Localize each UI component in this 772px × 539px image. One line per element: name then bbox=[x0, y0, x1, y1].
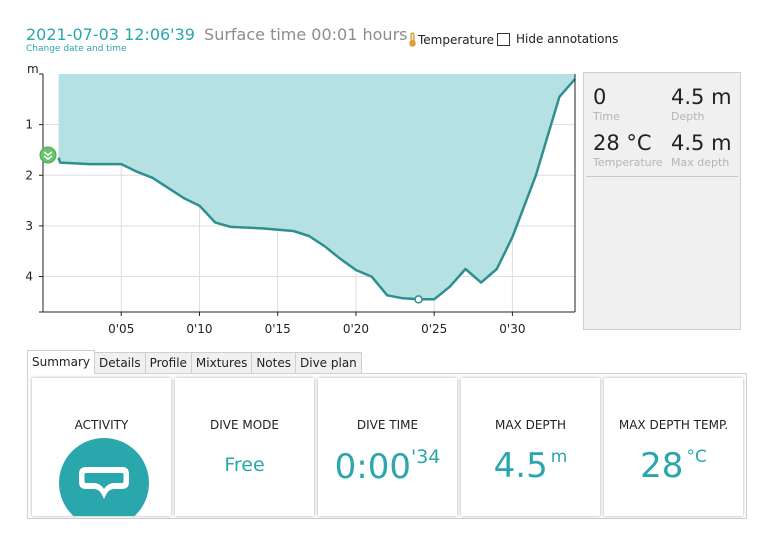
x-tick-label: 0'25 bbox=[421, 322, 447, 336]
tab-notes[interactable]: Notes bbox=[251, 352, 296, 374]
thermometer-icon bbox=[408, 32, 417, 47]
y-tick-label: 2 bbox=[25, 168, 33, 182]
max-depth-card: MAX DEPTH 4.5 m bbox=[461, 378, 600, 516]
hide-annotations-checkbox[interactable] bbox=[497, 32, 510, 46]
start-annotation-icon[interactable] bbox=[39, 146, 57, 164]
max-depth-readout: 4.5 m Max depth bbox=[671, 131, 732, 169]
max-depth-value: 4.5 m bbox=[671, 131, 732, 155]
y-tick-label: 1 bbox=[25, 118, 33, 132]
temperature-readout: 28 °C Temperature bbox=[593, 131, 663, 169]
tab-details[interactable]: Details bbox=[94, 352, 146, 374]
dive-mode-card: DIVE MODE Free bbox=[175, 378, 314, 516]
x-tick-label: 0'05 bbox=[108, 322, 134, 336]
x-tick-label: 0'10 bbox=[186, 322, 212, 336]
dive-info-panel: 0 Time 4.5 m Depth 28 °C Temperature 4.5… bbox=[583, 72, 741, 330]
summary-panel: ACTIVITY DIVE MODE Free DIVE TIME 0:00'3… bbox=[27, 373, 747, 519]
activity-title: ACTIVITY bbox=[74, 418, 129, 432]
dive-time-card: DIVE TIME 0:00'34 bbox=[318, 378, 457, 516]
dive-mode-value: Free bbox=[224, 454, 265, 476]
max-depth-summary-value: 4.5 bbox=[493, 446, 548, 486]
dive-time-main: 0:00 bbox=[334, 447, 411, 487]
depth-area-fill bbox=[58, 74, 576, 300]
chart-axes bbox=[42, 74, 576, 313]
max-depth-temp-value: 28 bbox=[640, 446, 684, 486]
depth-value: 4.5 m bbox=[671, 85, 732, 109]
dive-time-title: DIVE TIME bbox=[356, 418, 419, 432]
diving-mask-icon bbox=[79, 467, 129, 499]
dive-time-value: 0:00'34 bbox=[318, 446, 457, 487]
y-tick-label: 3 bbox=[25, 219, 33, 233]
dive-datetime: 2021-07-03 12:06'39 Surface time 00:01 h… bbox=[26, 25, 407, 44]
max-depth-temp-summary: 28 °C bbox=[604, 446, 743, 486]
tab-mixtures[interactable]: Mixtures bbox=[190, 352, 253, 374]
depth-line bbox=[57, 78, 576, 301]
current-position-marker bbox=[414, 295, 423, 304]
chart-ticks: m 1 2 3 4 0'05 0'10 0'15 0'20 0'25 0'30 bbox=[25, 62, 525, 336]
info-divider bbox=[586, 176, 738, 177]
x-tick-label: 0'30 bbox=[499, 322, 525, 336]
depth-readout: 4.5 m Depth bbox=[671, 85, 732, 123]
temperature-label: Temperature bbox=[593, 156, 663, 169]
tab-summary[interactable]: Summary bbox=[27, 350, 95, 374]
tab-bar: Summary Details Profile Mixtures Notes D… bbox=[27, 350, 362, 374]
x-tick-label: 0'15 bbox=[265, 322, 291, 336]
dive-time-seconds: '34 bbox=[410, 446, 441, 468]
change-date-link[interactable]: Change date and time bbox=[26, 44, 127, 54]
temperature-label: Temperature bbox=[418, 32, 495, 47]
max-depth-temp-card: MAX DEPTH TEMP. 28 °C bbox=[604, 378, 743, 516]
y-axis-unit-label: m bbox=[27, 62, 39, 76]
temperature-toggle[interactable]: Temperature bbox=[408, 32, 494, 47]
dive-mode-title: DIVE MODE bbox=[209, 418, 279, 432]
max-depth-temp-unit: °C bbox=[686, 447, 707, 467]
tab-dive-plan[interactable]: Dive plan bbox=[295, 352, 362, 374]
depth-profile-chart[interactable]: m 1 2 3 4 0'05 0'10 0'15 0'20 0'25 0'30 bbox=[0, 58, 580, 343]
hide-annotations-label: Hide annotations bbox=[516, 32, 619, 46]
max-depth-summary: 4.5 m bbox=[461, 446, 600, 486]
hide-annotations-toggle[interactable]: Hide annotations bbox=[497, 32, 618, 46]
max-depth-title: MAX DEPTH bbox=[494, 418, 566, 432]
max-depth-summary-unit: m bbox=[550, 447, 568, 467]
tab-profile[interactable]: Profile bbox=[144, 352, 192, 374]
dive-date-time: 2021-07-03 12:06'39 bbox=[26, 25, 195, 44]
time-value: 0 bbox=[593, 85, 607, 109]
temperature-value: 28 °C bbox=[593, 131, 652, 155]
time-label: Time bbox=[593, 110, 620, 123]
surface-time: Surface time 00:01 hours bbox=[204, 25, 408, 44]
x-tick-label: 0'20 bbox=[343, 322, 369, 336]
max-depth-temp-title: MAX DEPTH TEMP. bbox=[618, 418, 729, 432]
time-readout: 0 Time bbox=[593, 85, 620, 123]
activity-card: ACTIVITY bbox=[32, 378, 171, 516]
max-depth-label: Max depth bbox=[671, 156, 730, 169]
y-tick-label: 4 bbox=[25, 270, 33, 284]
activity-badge bbox=[59, 438, 149, 516]
depth-label: Depth bbox=[671, 110, 705, 123]
